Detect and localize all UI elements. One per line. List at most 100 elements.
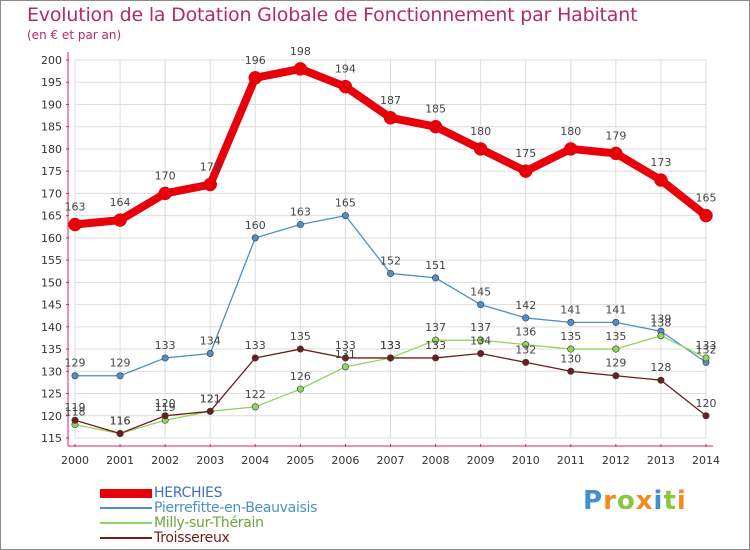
data-point-pierrefitte-en-beauvaisis [296, 221, 304, 229]
data-label-milly-sur-th-rain: 116 [110, 415, 131, 428]
legend-swatch [100, 522, 152, 524]
data-label-troissereux: 135 [290, 330, 311, 343]
data-point-herchies [248, 71, 263, 85]
data-point-pierrefitte-en-beauvaisis [161, 354, 169, 362]
data-point-herchies [473, 142, 488, 156]
data-label-pierrefitte-en-beauvaisis: 132 [696, 343, 717, 356]
logo-letter: x [635, 486, 654, 516]
data-label-herchies: 194 [335, 63, 356, 76]
data-point-troissereux [161, 412, 169, 420]
y-tick-label: 195 [41, 76, 62, 89]
data-point-milly-sur-th-rain [296, 385, 304, 393]
data-point-pierrefitte-en-beauvaisis [71, 372, 79, 380]
data-label-pierrefitte-en-beauvaisis: 152 [380, 254, 401, 267]
data-label-herchies: 175 [515, 147, 536, 160]
data-point-milly-sur-th-rain [702, 354, 710, 362]
y-tick-label: 175 [41, 165, 62, 178]
legend-item: HERCHIES [100, 485, 222, 501]
data-label-herchies: 196 [245, 54, 266, 67]
data-label-milly-sur-th-rain: 119 [155, 401, 176, 414]
data-label-troissereux: 129 [605, 357, 626, 370]
data-point-milly-sur-th-rain [612, 345, 620, 353]
data-point-troissereux [567, 367, 575, 375]
y-tick-label: 185 [41, 121, 62, 134]
data-point-troissereux [432, 354, 440, 362]
data-label-herchies: 170 [155, 169, 176, 182]
data-point-herchies [203, 177, 217, 192]
data-label-troissereux: 120 [155, 397, 176, 410]
data-point-pierrefitte-en-beauvaisis [386, 269, 394, 277]
data-point-troissereux [116, 430, 124, 438]
data-point-milly-sur-th-rain [251, 403, 259, 411]
data-point-herchies [609, 146, 623, 161]
x-tick-label: 2007 [377, 454, 405, 467]
data-point-herchies [113, 213, 127, 227]
data-point-milly-sur-th-rain [657, 332, 665, 340]
x-tick-label: 2006 [331, 454, 359, 467]
data-point-herchies [428, 119, 443, 134]
y-tick-label: 140 [41, 321, 62, 334]
x-tick-label: 2011 [557, 454, 585, 467]
legend-item: Troissereux [100, 530, 230, 546]
chart-title: Evolution de la Dotation Globale de Fonc… [27, 4, 638, 26]
data-label-milly-sur-th-rain: 122 [245, 388, 266, 401]
data-label-herchies: 185 [425, 103, 446, 116]
y-tick-label: 135 [41, 343, 62, 356]
data-point-troissereux [296, 345, 304, 353]
logo-letter: t [663, 486, 677, 516]
proxiti-logo: Proxiti [583, 486, 687, 516]
legend-label: Pierrefitte-en-Beauvaisis [154, 500, 318, 516]
data-label-troissereux: 133 [335, 339, 356, 352]
data-label-herchies: 187 [380, 94, 401, 107]
logo-letter: i [653, 486, 664, 516]
data-point-milly-sur-th-rain [432, 336, 440, 344]
data-label-troissereux: 133 [380, 339, 401, 352]
y-tick-label: 155 [41, 254, 62, 267]
data-label-troissereux: 133 [425, 339, 446, 352]
data-label-milly-sur-th-rain: 137 [425, 321, 446, 334]
data-label-herchies: 179 [605, 129, 626, 142]
x-tick-label: 2012 [602, 454, 630, 467]
legend-swatch [100, 537, 152, 539]
data-point-pierrefitte-en-beauvaisis [251, 234, 259, 242]
y-tick-label: 115 [41, 432, 62, 445]
x-tick-label: 2002 [151, 454, 179, 467]
data-label-milly-sur-th-rain: 121 [200, 392, 221, 405]
data-label-herchies: 164 [110, 196, 131, 209]
legend-item: Milly-sur-Thérain [100, 515, 264, 531]
data-point-herchies [699, 208, 713, 223]
data-point-troissereux [206, 407, 214, 415]
y-tick-label: 170 [41, 187, 62, 200]
axes: 115 120 125 130 135 140 145 150 155 160 165 170 175 1… [41, 52, 720, 467]
data-point-troissereux [71, 416, 79, 424]
data-label-herchies: 180 [560, 125, 581, 138]
data-label-milly-sur-th-rain: 131 [335, 348, 356, 361]
data-label-pierrefitte-en-beauvaisis: 129 [65, 357, 86, 370]
data-label-troissereux: 133 [245, 339, 266, 352]
data-label-herchies: 173 [650, 156, 671, 169]
x-tick-label: 2008 [422, 454, 450, 467]
data-label-pierrefitte-en-beauvaisis: 165 [335, 197, 356, 210]
data-label-troissereux: 132 [515, 343, 536, 356]
x-tick-label: 2003 [196, 454, 224, 467]
data-point-troissereux [477, 350, 485, 358]
data-label-troissereux: 121 [200, 392, 221, 405]
x-tick-label: 2013 [647, 454, 675, 467]
data-label-herchies: 198 [290, 45, 311, 58]
logo-letter: i [676, 486, 687, 516]
y-tick-label: 200 [41, 54, 62, 67]
data-label-milly-sur-th-rain: 126 [290, 370, 311, 383]
data-point-troissereux [522, 358, 530, 366]
y-tick-label: 190 [41, 98, 62, 111]
data-point-pierrefitte-en-beauvaisis [206, 350, 214, 358]
data-point-troissereux [657, 376, 665, 384]
data-label-milly-sur-th-rain: 135 [605, 330, 626, 343]
x-tick-label: 2000 [61, 454, 89, 467]
logo-letter: o [616, 486, 636, 516]
x-tick-label: 2001 [106, 454, 134, 467]
legend-swatch [100, 488, 152, 498]
data-label-herchies: 165 [696, 192, 717, 205]
data-label-milly-sur-th-rain: 118 [65, 406, 86, 419]
data-label-milly-sur-th-rain: 137 [470, 321, 491, 334]
